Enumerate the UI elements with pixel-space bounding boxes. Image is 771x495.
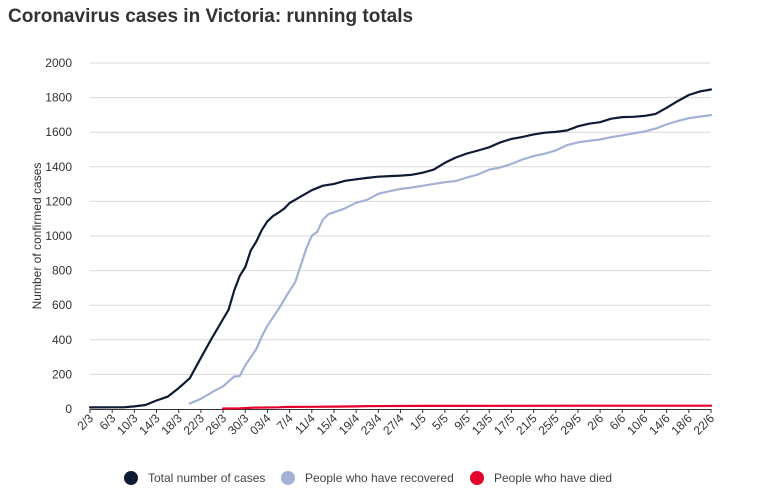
x-tick-label: 17/5 — [491, 411, 518, 438]
x-tick-label: 2/3 — [74, 411, 96, 433]
y-tick-label: 200 — [52, 367, 72, 381]
x-tick-label: 10/6 — [624, 411, 651, 438]
y-tick-label: 1200 — [45, 194, 72, 208]
legend-swatch-people-who-have-died — [470, 471, 484, 485]
x-tick-label: 21/5 — [513, 411, 540, 438]
legend-swatch-total-number-of-cases — [124, 471, 138, 485]
legend-label: People who have died — [494, 471, 612, 485]
legend-swatch-people-who-have-recovered — [281, 471, 295, 485]
x-tick-label: 25/5 — [535, 411, 562, 438]
y-tick-label: 1400 — [45, 160, 72, 174]
y-tick-label: 1600 — [45, 125, 72, 139]
y-tick-label: 2000 — [45, 56, 72, 70]
x-tick-label: 11/4 — [292, 411, 318, 437]
series-line-total-number-of-cases — [88, 88, 713, 409]
x-tick-label: 13/5 — [469, 411, 496, 438]
x-tick-label: 18/3 — [158, 411, 185, 438]
x-tick-label: 22/3 — [181, 411, 208, 438]
x-tick-label: 5/5 — [429, 411, 451, 433]
y-axis-ticks: 0 200 400 600 800 1000 1200 1400 1600 1800 2000 — [45, 56, 72, 416]
series-line-people-who-have-recovered — [188, 114, 713, 405]
x-tick-label: 30/3 — [225, 411, 252, 438]
x-tick-label: 19/4 — [336, 411, 363, 438]
chart-title: Coronavirus cases in Victoria: running t… — [8, 6, 414, 27]
x-tick-label: 14/6 — [646, 411, 673, 438]
x-tick-label: 15/4 — [314, 411, 341, 438]
x-tick-label: 2/6 — [585, 411, 607, 433]
x-tick-label: 7/4 — [274, 411, 296, 433]
x-tick-label: 22/6 — [691, 411, 718, 438]
y-tick-label: 600 — [52, 298, 72, 312]
y-tick-label: 1800 — [45, 91, 72, 105]
x-tick-label: 10/3 — [114, 411, 141, 438]
x-tick-label: 27/4 — [380, 411, 407, 438]
y-axis-label: Number of confirmed cases — [30, 163, 44, 310]
x-tick-label: 03/4 — [247, 411, 274, 438]
y-tick-label: 0 — [65, 402, 72, 416]
legend-label: People who have recovered — [305, 471, 454, 485]
y-tick-label: 800 — [52, 264, 72, 278]
y-tick-label: 1000 — [45, 229, 72, 243]
series-line-people-who-have-died — [222, 404, 713, 410]
y-tick-label: 400 — [52, 333, 72, 347]
x-tick-label: 29/5 — [558, 411, 585, 438]
x-tick-label: 18/6 — [669, 411, 696, 438]
x-tick-label: 1/5 — [407, 411, 429, 433]
series-lines — [88, 88, 713, 410]
x-tick-label: 14/3 — [136, 411, 163, 438]
legend-label: Total number of cases — [148, 471, 265, 485]
x-tick-label: 26/3 — [203, 411, 230, 438]
x-tick-label: 23/4 — [358, 411, 385, 438]
gridlines — [90, 62, 711, 375]
x-axis-ticks: 2/3 6/310/314/318/322/326/330/303/4 7/411/… — [74, 409, 717, 438]
legend: Total number of cases People who have rec… — [124, 471, 612, 485]
